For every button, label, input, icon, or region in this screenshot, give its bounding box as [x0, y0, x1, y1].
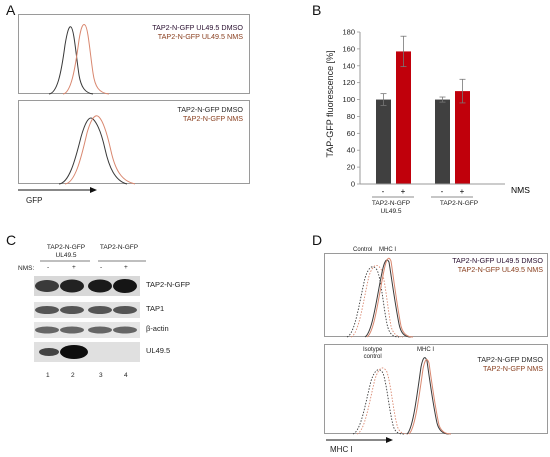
blot-nms-label: NMS:	[18, 265, 35, 272]
y-tick-label: 80	[347, 112, 355, 121]
blot-group-underlines	[40, 260, 146, 262]
lane-number-2: 2	[71, 372, 75, 379]
panel-d-bottom-curves	[352, 357, 452, 435]
panel-d-top-control-dmso	[346, 266, 400, 338]
panel-a-xlabel: GFP	[26, 196, 43, 205]
panel-d-top-control-nms	[350, 264, 404, 338]
blot-strip-tap1	[34, 302, 140, 318]
blot-strip-tap2	[34, 276, 140, 296]
annotation-mhc-bottom: MHC I	[417, 347, 434, 353]
panel-d-top-curves	[346, 257, 414, 338]
panel-a-bottom-dmso-curve	[58, 117, 128, 185]
panel-d-top-legend: TAP2-N-GFP UL49.5 DMSO TAP2-N-GFP UL49.5…	[452, 256, 543, 274]
blot-strip-actin	[34, 322, 140, 338]
panel-d-top-mhc-nms	[366, 257, 414, 338]
panel-d-x-arrow	[326, 437, 393, 443]
legend-item-nms: TAP2-N-GFP NMS	[482, 364, 543, 373]
panel-d-bottom-iso-dmso	[352, 369, 406, 435]
legend-item-dmso: TAP2-N-GFP UL49.5 DMSO	[152, 23, 243, 32]
y-tick-label: 20	[347, 163, 355, 172]
x-tick-minus-2: -	[441, 187, 444, 196]
treatment-label: NMS	[511, 185, 530, 195]
panel-a-bottom-legend: TAP2-N-GFP DMSO TAP2-N-GFP NMS	[177, 105, 243, 123]
panel-a-bottom-nms-curve	[64, 115, 136, 185]
panel-d-top-mhc-dmso	[364, 259, 412, 338]
panel-a-top-curves	[48, 24, 110, 95]
x-tick-plus-1: +	[401, 187, 406, 196]
panel-a-top-nms-curve	[62, 24, 110, 95]
panel-a-bottom-histogram: TAP2-N-GFP DMSO TAP2-N-GFP NMS	[18, 100, 250, 185]
panel-a-top-dmso-curve	[48, 26, 94, 95]
panel-b-label: B	[312, 2, 322, 18]
lane-number-1: 1	[46, 372, 50, 379]
legend-item-dmso: TAP2-N-GFP DMSO	[177, 105, 243, 114]
lane-number-3: 3	[99, 372, 103, 379]
x-tick-minus-1: -	[382, 187, 385, 196]
panel-c-label: C	[6, 232, 17, 248]
blot-label-tap2: TAP2-N-GFP	[146, 280, 191, 289]
legend-item-dmso: TAP2-N-GFP DMSO	[477, 355, 543, 364]
bar	[396, 51, 411, 184]
panel-a-top-histogram: TAP2-N-GFP UL49.5 DMSO TAP2-N-GFP UL49.5…	[18, 14, 250, 95]
blot-strip-ul495	[34, 342, 140, 362]
y-tick-label: 180	[342, 28, 355, 37]
lane-sign-4: +	[124, 264, 128, 271]
legend-item-nms: TAP2-N-GFP NMS	[182, 114, 243, 123]
lane-number-4: 4	[124, 372, 128, 379]
panel-d-bottom-mhc-nms	[408, 359, 452, 435]
panel-d-bottom-iso-nms	[356, 367, 410, 435]
panel-d-label: D	[312, 232, 323, 248]
y-tick-label: 60	[347, 129, 355, 138]
bar	[376, 99, 391, 184]
panel-b-bar-chart: TAP-GFP fluorescence [%] 0 20 40 60 80 100 120…	[325, 28, 530, 198]
y-axis-label: TAP-GFP fluorescence [%]	[325, 50, 335, 157]
legend-item-nms: TAP2-N-GFP UL49.5 NMS	[457, 265, 543, 274]
panel-a-top-legend: TAP2-N-GFP UL49.5 DMSO TAP2-N-GFP UL49.5…	[152, 23, 243, 41]
y-tick-label: 0	[351, 180, 355, 189]
y-tick-label: 120	[342, 78, 355, 87]
annotation-mhc-top: MHC I	[379, 247, 396, 253]
blot-group-1-label: TAP2-N-GFP UL49.5	[46, 244, 86, 259]
x-tick-plus-2: +	[460, 187, 465, 196]
blot-label-actin: β-actin	[146, 324, 169, 333]
bar	[435, 99, 450, 184]
lane-sign-3: -	[100, 264, 103, 271]
lane-sign-2: +	[72, 264, 76, 271]
panel-d-top-histogram: Control MHC I TAP2-N-GFP UL49.5 DMSO TAP…	[324, 247, 548, 338]
panel-d-bottom-legend: TAP2-N-GFP DMSO TAP2-N-GFP NMS	[477, 355, 543, 373]
annotation-control: Control	[353, 247, 373, 253]
lane-sign-1: -	[47, 264, 50, 271]
blot-label-tap1: TAP1	[146, 304, 165, 313]
bar	[455, 91, 470, 184]
blot-label-ul495: UL49.5	[146, 346, 171, 355]
annotation-isotype-control: Isotype control	[363, 347, 383, 360]
y-tick-label: 160	[342, 44, 355, 53]
panel-a-bottom-curves	[58, 115, 136, 185]
y-tick-label: 40	[347, 146, 355, 155]
y-tick-label: 140	[342, 61, 355, 70]
panel-d-bottom-histogram: Isotype control MHC I TAP2-N-GFP DMSO TA…	[324, 344, 548, 435]
panel-d-bottom-mhc-dmso	[406, 357, 450, 435]
group-label-1: TAP2-N-GFP UL49.5	[371, 200, 411, 215]
legend-item-dmso: TAP2-N-GFP UL49.5 DMSO	[452, 256, 543, 265]
group-label-2: TAP2-N-GFP	[439, 200, 479, 207]
panel-d-xlabel: MHC I	[330, 445, 353, 454]
legend-item-nms: TAP2-N-GFP UL49.5 NMS	[157, 32, 243, 41]
blot-group-2-label: TAP2-N-GFP	[99, 244, 139, 251]
y-tick-label: 100	[342, 95, 355, 104]
panel-a-x-arrow	[18, 187, 97, 193]
panel-a-label: A	[6, 2, 16, 18]
